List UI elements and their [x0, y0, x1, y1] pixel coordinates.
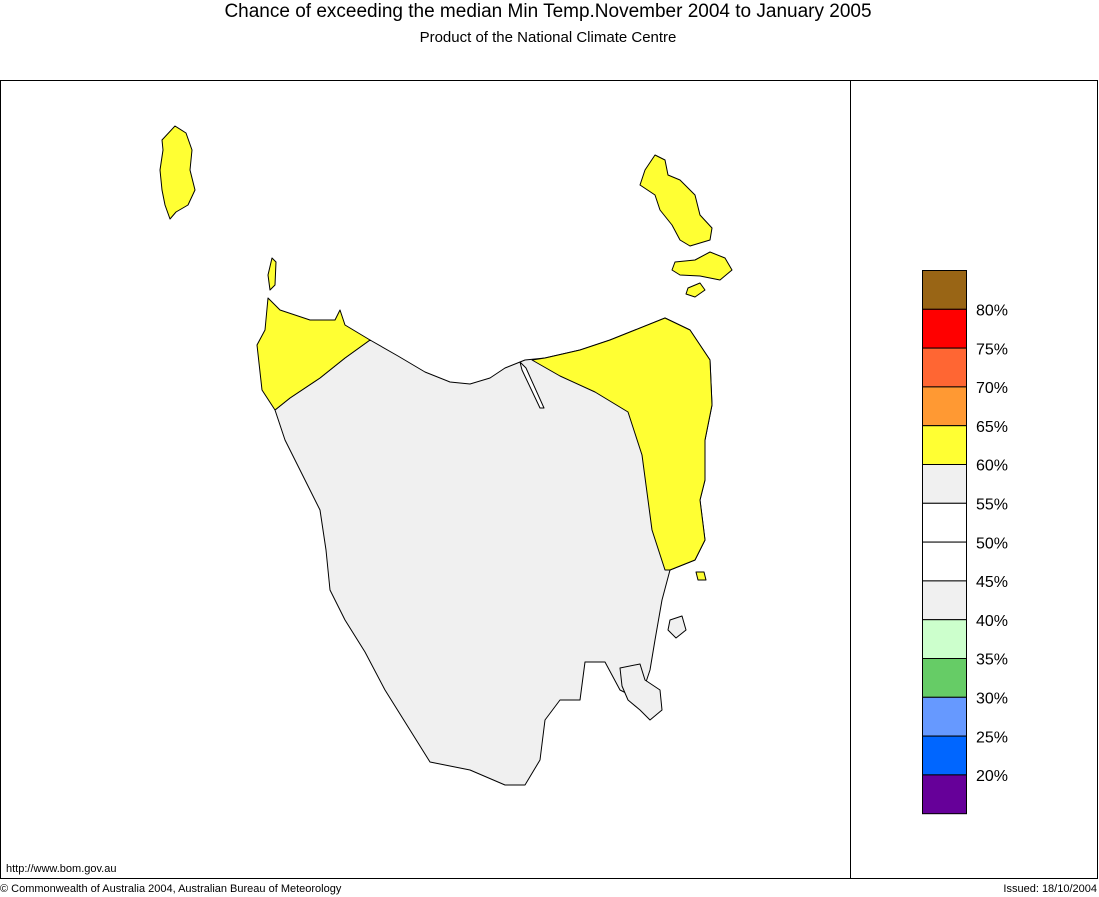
north-east-region: [531, 317, 713, 571]
legend-label: 70%: [976, 380, 1008, 397]
subtitle: Product of the National Climate Centre: [420, 29, 677, 46]
flinders-island: [639, 154, 713, 247]
cape-barren-island: [671, 251, 733, 281]
legend-swatch: [922, 735, 967, 776]
legend-swatch: [922, 347, 967, 388]
legend-swatch: [922, 464, 967, 504]
legend-label: 30%: [976, 691, 1008, 708]
legend-label: 50%: [976, 535, 1008, 552]
maria-island: [667, 615, 687, 639]
legend-swatch: [922, 308, 967, 349]
legend-swatch: [922, 658, 967, 698]
issued: Issued: 18/10/2004: [1003, 883, 1097, 895]
legend-label: 40%: [976, 613, 1008, 630]
legend-label: 55%: [976, 497, 1008, 514]
legend-label: 20%: [976, 768, 1008, 785]
legend-swatch: [922, 774, 967, 815]
map: [159, 125, 733, 786]
legend-label: 60%: [976, 458, 1008, 475]
robbins-island: [267, 257, 277, 291]
schouten-island: [695, 571, 707, 581]
legend: 80% 75% 70% 65% 60% 55% 50% 45% 40% 35% 30% 25% 20%: [922, 270, 1008, 815]
legend-swatch: [922, 696, 967, 737]
map-frame: [0, 80, 1098, 879]
legend-swatch: [922, 270, 967, 310]
legend-swatch: [922, 580, 967, 621]
legend-label: 25%: [976, 729, 1008, 746]
legend-label: 75%: [976, 341, 1008, 358]
legend-label: 45%: [976, 574, 1008, 591]
legend-label: 35%: [976, 652, 1008, 669]
north-west-region: [256, 297, 371, 411]
legend-swatch: [922, 502, 967, 543]
legend-swatch: [922, 619, 967, 660]
legend-swatch: [922, 386, 967, 427]
url: http://www.bom.gov.au: [6, 863, 116, 875]
clarke-island: [685, 282, 706, 298]
bruny-island: [619, 663, 663, 721]
legend-label: 65%: [976, 419, 1008, 436]
legend-label: 80%: [976, 303, 1008, 320]
legend-swatch: [922, 541, 967, 582]
legend-swatch: [922, 425, 967, 466]
king-island: [159, 125, 196, 220]
copyright: © Commonwealth of Australia 2004, Austra…: [0, 883, 342, 895]
tamar-river: [519, 361, 545, 409]
title: Chance of exceeding the median Min Temp.…: [224, 1, 871, 22]
